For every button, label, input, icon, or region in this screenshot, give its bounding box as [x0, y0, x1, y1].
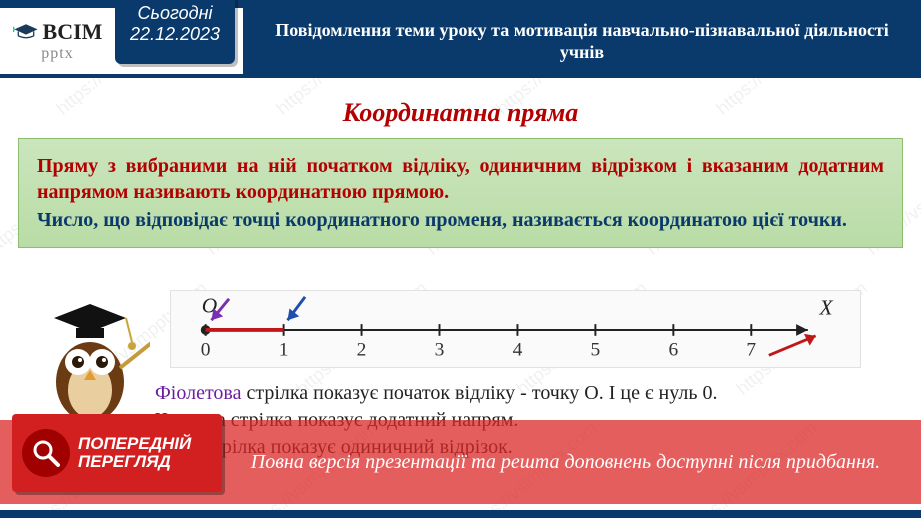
- logo-top: ВСІМ: [13, 19, 103, 45]
- preview-message: Повна версія презентації та решта доповн…: [240, 451, 921, 474]
- definition-line1: Пряму з вибраними на ній початком відлік…: [37, 153, 884, 205]
- svg-text:5: 5: [591, 339, 601, 360]
- logo-text-bottom: pptx: [41, 45, 73, 63]
- logo: ВСІМ pptx: [0, 8, 115, 74]
- section-title: Координатна пряма: [0, 98, 921, 128]
- preview-badge-text: ПОПЕРЕДНІЙ ПЕРЕГЛЯД: [78, 435, 191, 471]
- svg-text:1: 1: [279, 339, 289, 360]
- date-value: 22.12.2023: [130, 24, 220, 45]
- graduation-cap-icon: [13, 23, 39, 41]
- svg-text:4: 4: [513, 339, 523, 360]
- definition-line2: Число, що відповідає точці координатного…: [37, 207, 884, 233]
- violet-word: Фіолетова: [155, 382, 241, 404]
- svg-text:3: 3: [435, 339, 445, 360]
- logo-text-top: ВСІМ: [43, 19, 103, 45]
- preview-badge-line1: ПОПЕРЕДНІЙ: [78, 435, 191, 453]
- magnifier-icon: [22, 429, 70, 477]
- svg-text:7: 7: [746, 339, 756, 360]
- header-title: Повідомлення теми уроку та мотивація нав…: [243, 8, 921, 74]
- definition-box: Пряму з вибраними на ній початком відлік…: [18, 138, 903, 248]
- slide-header: ВСІМ pptx Сьогодні 22.12.2023 Повідомлен…: [0, 8, 921, 78]
- svg-text:2: 2: [357, 339, 367, 360]
- date-label: Сьогодні: [137, 3, 212, 24]
- svg-text:6: 6: [668, 339, 678, 360]
- number-line: O X 0 1 2 3 4 5 6 7: [170, 290, 861, 368]
- svg-text:0: 0: [201, 339, 211, 360]
- explain-l1-rest: стрілка показує початок відліку - точку …: [241, 382, 717, 404]
- preview-badge-line2: ПЕРЕГЛЯД: [78, 453, 191, 471]
- preview-badge[interactable]: ПОПЕРЕДНІЙ ПЕРЕГЛЯД: [12, 414, 222, 492]
- axis-label: X: [819, 295, 834, 319]
- date-badge: Сьогодні 22.12.2023: [115, 0, 235, 64]
- explain-line1: Фіолетова стрілка показує початок відлік…: [155, 380, 891, 407]
